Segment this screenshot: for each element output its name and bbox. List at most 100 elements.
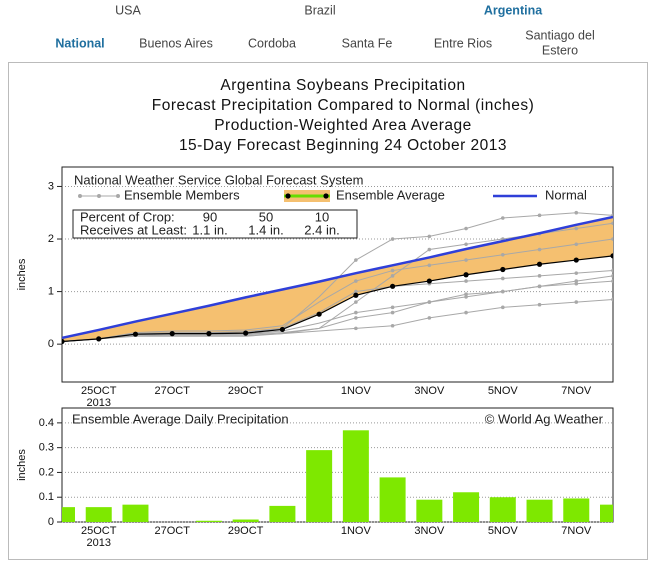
member-point <box>464 310 468 315</box>
average-point <box>463 272 469 278</box>
x-tick-label: 1NOV <box>341 525 372 537</box>
chart-title: Forecast Precipitation Compared to Norma… <box>152 97 535 114</box>
x-tick-label: 25OCT <box>81 385 117 397</box>
bar <box>122 504 149 522</box>
average-point <box>243 330 249 336</box>
x-year-label: 2013 <box>86 397 110 409</box>
average-point <box>62 338 65 345</box>
chart-title: Ensemble Average Daily Precipitation <box>72 411 289 426</box>
nav-country[interactable]: Brazil <box>304 3 335 17</box>
bar <box>379 477 406 522</box>
average-point <box>206 331 212 337</box>
crop-table-cell: 2.4 in. <box>304 222 339 237</box>
bar <box>489 497 516 522</box>
member-line <box>62 298 613 343</box>
member-point <box>464 279 468 283</box>
x-tick-label: 7NOV <box>561 525 592 537</box>
member-point <box>354 310 358 315</box>
nav-region[interactable]: Estero <box>542 43 578 57</box>
panel <box>8 62 648 560</box>
crop-table-cell: Receives at Least: <box>80 222 187 237</box>
member-point <box>390 310 395 315</box>
member-point <box>537 302 542 307</box>
member-point <box>354 316 358 320</box>
legend-label: Ensemble Average <box>336 187 445 202</box>
member-point <box>611 274 613 278</box>
nav-region[interactable]: Cordoba <box>248 36 296 50</box>
member-point <box>501 305 505 310</box>
crop-table-cell: 90 <box>203 209 217 224</box>
nav-region[interactable]: Santa Fe <box>342 36 393 50</box>
x-tick-label: 5NOV <box>488 385 519 397</box>
y-tick-label: 2 <box>48 233 54 245</box>
member-point <box>354 326 358 331</box>
crop-table-cell: 10 <box>315 209 329 224</box>
member-point <box>390 268 395 273</box>
plot <box>62 430 613 522</box>
crop-table-cell: Percent of Crop: <box>80 209 175 224</box>
y-tick-label: 0 <box>48 338 54 350</box>
y-tick-label: 0.1 <box>39 491 54 503</box>
member-point <box>427 247 432 252</box>
bar <box>195 520 222 522</box>
x-tick-label: 27OCT <box>154 525 190 537</box>
average-point <box>169 331 175 337</box>
member-point <box>574 226 579 231</box>
member-point <box>501 216 505 220</box>
member-point <box>501 252 505 257</box>
member-point <box>427 263 432 268</box>
x-tick-label: 3NOV <box>414 525 445 537</box>
nav-region[interactable]: Buenos Aires <box>139 36 213 50</box>
average-point <box>610 253 613 259</box>
member-point <box>427 300 432 304</box>
chart-title: Argentina Soybeans Precipitation <box>220 77 465 94</box>
member-point <box>464 258 468 262</box>
member-point <box>611 221 613 226</box>
plot <box>62 210 613 345</box>
member-point <box>611 297 613 302</box>
crop-table-cell: 50 <box>259 209 273 224</box>
member-point <box>611 237 613 241</box>
member-point <box>574 210 579 215</box>
member-point <box>354 300 358 304</box>
x-tick-label: 1NOV <box>341 385 372 397</box>
normal-line <box>62 215 613 340</box>
nav-region[interactable]: Entre Rios <box>434 36 492 50</box>
member-point <box>574 281 579 286</box>
x-tick-label: 25OCT <box>81 525 117 537</box>
bar <box>62 507 75 522</box>
legend-symbol <box>78 194 82 198</box>
member-point <box>574 271 579 275</box>
source-note: National Weather Service Global Forecast… <box>74 172 364 187</box>
member-point <box>574 300 579 304</box>
y-tick-label: 0.4 <box>39 417 54 429</box>
legend-symbol <box>323 193 329 199</box>
legend-symbol <box>97 194 101 198</box>
nav-region[interactable]: National <box>55 36 104 50</box>
average-point <box>426 278 432 284</box>
bar <box>306 450 333 522</box>
member-point <box>611 268 613 273</box>
y-tick-label: 1 <box>48 285 54 297</box>
nav-country[interactable]: Argentina <box>484 3 543 17</box>
nav-region[interactable]: Santiago del <box>525 28 595 42</box>
average-point <box>353 292 359 298</box>
average-point <box>390 283 396 289</box>
crop-table-cell: 1.1 in. <box>192 222 227 237</box>
bar <box>600 504 613 522</box>
member-point <box>354 289 358 294</box>
y-tick-label: 0.2 <box>39 466 54 478</box>
nav-country[interactable]: USA <box>115 3 141 17</box>
bar <box>269 505 296 522</box>
average-point <box>500 266 506 273</box>
bar <box>342 430 369 522</box>
crop-table-box <box>72 209 358 239</box>
average-line <box>62 255 613 343</box>
x-tick-label: 3NOV <box>414 385 445 397</box>
member-line <box>62 238 613 343</box>
y-axis-label: inches <box>16 449 28 481</box>
x-year-label: 2013 <box>86 537 110 549</box>
x-tick-label: 29OCT <box>228 385 264 397</box>
legend-label: Normal <box>545 187 587 202</box>
